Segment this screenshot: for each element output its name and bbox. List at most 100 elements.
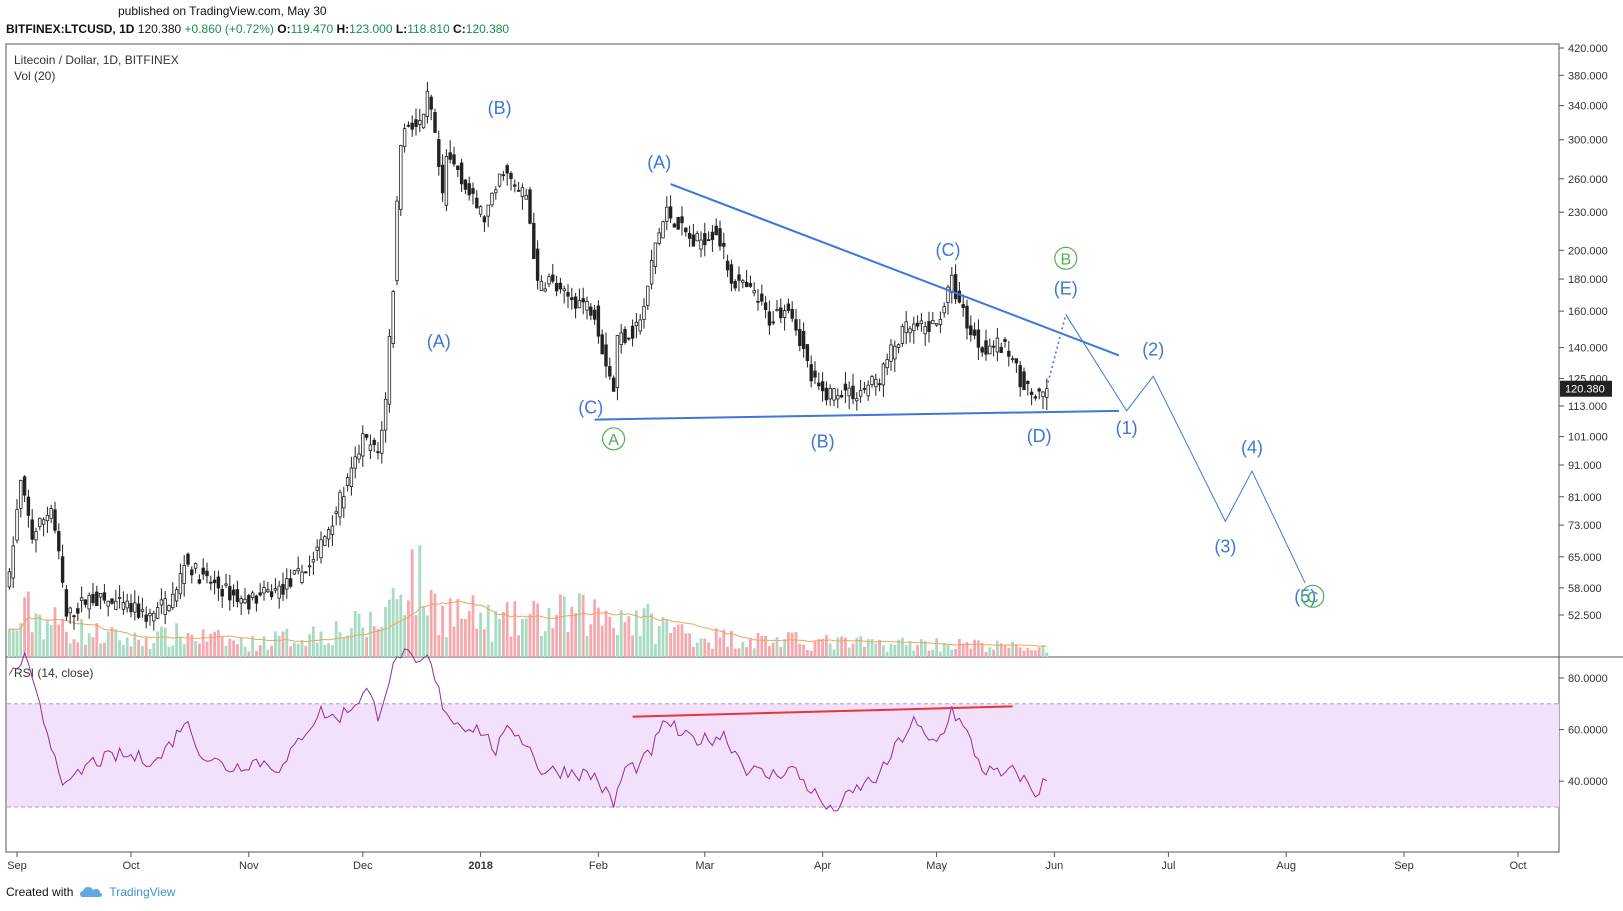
candle-body xyxy=(76,608,80,614)
candle-body xyxy=(144,614,148,622)
volume-bar xyxy=(15,630,19,657)
projection-path xyxy=(1065,314,1306,584)
candle-body xyxy=(980,347,984,353)
volume-bar xyxy=(764,635,767,657)
candle-body xyxy=(931,320,935,325)
candle-body xyxy=(456,165,460,170)
rsi-tick-label: 80.0000 xyxy=(1568,673,1608,685)
volume-bar xyxy=(908,641,912,657)
candle-body xyxy=(110,598,114,604)
candle-body xyxy=(125,600,129,609)
candle-body xyxy=(817,382,821,387)
published-note: published on TradingView.com, May 30 xyxy=(118,4,327,18)
volume-bar xyxy=(194,641,197,657)
volume-bar xyxy=(407,600,410,657)
price-tick-label: 230.000 xyxy=(1568,207,1608,219)
tradingview-brand[interactable]: TradingView xyxy=(109,885,176,899)
volume-bar xyxy=(585,635,589,657)
candle-body xyxy=(619,332,623,345)
volume-bar xyxy=(692,646,695,657)
candle-body xyxy=(737,274,741,281)
volume-bar xyxy=(977,640,980,657)
volume-bar xyxy=(528,613,532,657)
candle-body xyxy=(193,563,198,569)
candle-body xyxy=(471,188,475,194)
volume-bar xyxy=(445,637,448,657)
candle-body xyxy=(459,162,464,185)
circled-wave-label: A xyxy=(608,432,619,449)
candle-body xyxy=(665,206,669,222)
candle-body xyxy=(524,194,528,200)
wave-label: (2) xyxy=(1142,339,1164,359)
candle-body xyxy=(934,323,939,326)
candle-body xyxy=(102,592,107,601)
candle-body xyxy=(904,321,908,333)
volume-bar xyxy=(365,637,368,657)
volume-bar xyxy=(228,638,232,657)
candle-body xyxy=(235,589,240,603)
price-tick-label: 101.000 xyxy=(1568,432,1608,444)
candle-body xyxy=(197,579,202,584)
volume-bar xyxy=(916,645,919,657)
candle-body xyxy=(923,326,927,335)
volume-bar xyxy=(179,637,182,657)
candle-body xyxy=(98,593,103,598)
candle-body xyxy=(277,585,281,599)
circled-wave-marker xyxy=(1054,246,1078,270)
volume-bar xyxy=(388,599,391,657)
volume-bar xyxy=(722,629,726,657)
candle-body xyxy=(1045,388,1049,398)
volume-bar xyxy=(813,640,817,657)
volume-bar xyxy=(855,638,859,657)
rsi-layer xyxy=(7,648,1559,812)
volume-bar xyxy=(467,610,471,657)
circled-wave-label: C xyxy=(1307,589,1319,606)
volume-bar xyxy=(312,626,315,657)
volume-bar xyxy=(296,643,300,657)
close-label: C: xyxy=(453,22,466,36)
volume-bar xyxy=(669,632,672,657)
candle-body xyxy=(984,340,988,355)
candle-body xyxy=(623,329,627,343)
candle-body xyxy=(376,451,380,454)
candle-body xyxy=(699,239,703,250)
volume-bar xyxy=(137,639,140,657)
candle-body xyxy=(364,434,369,438)
volume-bar xyxy=(992,649,995,657)
volume-bar xyxy=(593,599,596,657)
candle-body xyxy=(775,309,779,311)
volume-bar xyxy=(103,642,106,657)
volume-bar xyxy=(612,627,615,657)
volume-bar xyxy=(171,645,175,657)
volume-bar xyxy=(912,650,916,657)
price-chart[interactable]: (A) (B) (C) (A) (B) (C) (D) (E) (1) (2) (3) (4) (5) A… xyxy=(0,42,1623,902)
candle-body xyxy=(577,300,582,309)
candle-body xyxy=(798,329,802,346)
rsi-divergence-line xyxy=(632,705,1013,718)
volume-bar xyxy=(437,634,441,657)
volume-bar xyxy=(631,635,634,657)
time-tick-label: May xyxy=(926,860,947,872)
candle-body xyxy=(668,206,673,219)
volume-bar xyxy=(604,610,608,657)
volume-bar xyxy=(1026,647,1030,657)
candle-body xyxy=(1018,365,1022,388)
candle-body xyxy=(266,589,270,593)
candle-body xyxy=(885,359,889,369)
candle-body xyxy=(292,570,297,575)
candle-body xyxy=(672,223,677,228)
candle-body xyxy=(630,325,635,339)
volume-bar xyxy=(547,607,551,657)
volume-bar xyxy=(703,638,707,657)
volume-bar xyxy=(376,628,380,657)
candle-body xyxy=(285,578,289,590)
volume-bar xyxy=(874,643,878,657)
volume-bar xyxy=(175,623,178,657)
candle-body xyxy=(596,305,601,337)
volume-bar xyxy=(980,642,984,657)
candle-body xyxy=(1022,371,1026,391)
circled-wave-marker xyxy=(1301,584,1325,608)
volume-bar xyxy=(505,602,509,657)
volume-bar xyxy=(1034,650,1037,657)
volume-bar xyxy=(942,642,946,657)
